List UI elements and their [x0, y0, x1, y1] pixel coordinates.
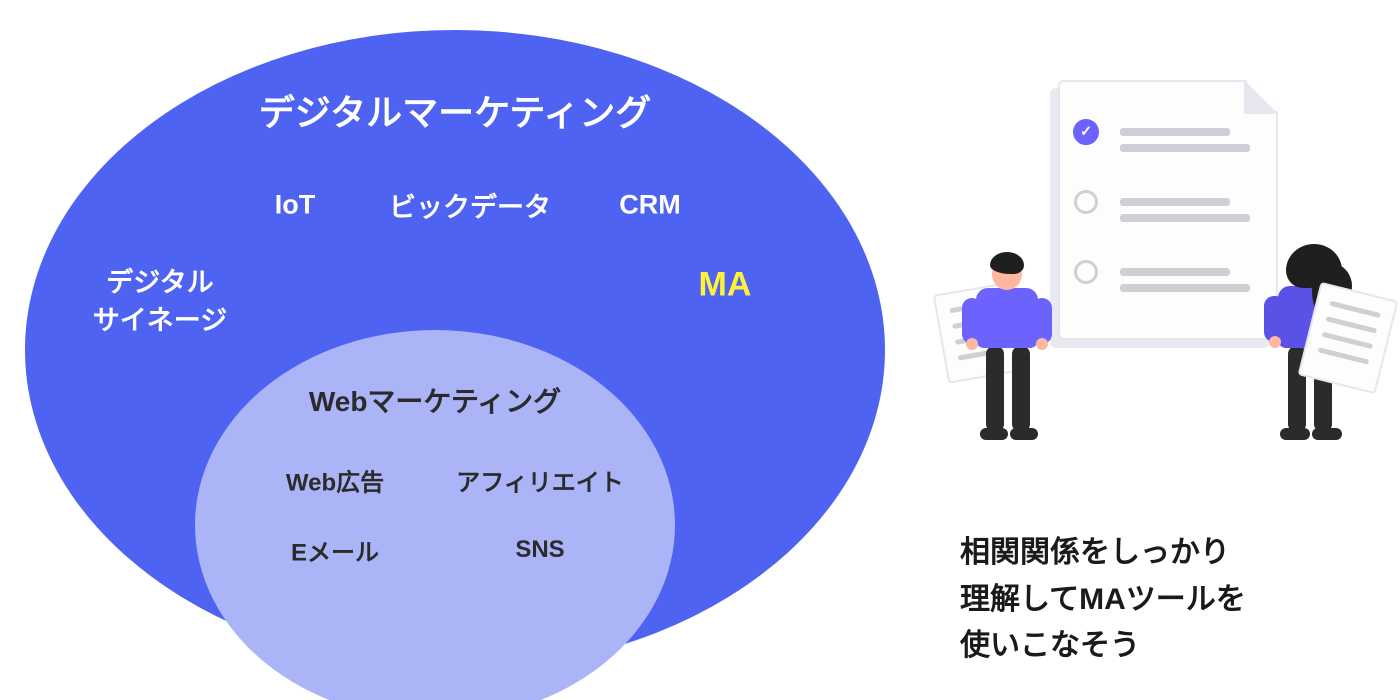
right-held-doc-line-0 — [1329, 301, 1381, 318]
left-person-hand-0 — [966, 338, 978, 350]
label-ma: MA — [699, 266, 752, 305]
right-person-foot-1 — [1312, 428, 1342, 440]
caption-line-2: 使いこなそう — [960, 623, 1246, 670]
left-person-foot-1 — [1010, 428, 1038, 440]
label-affiliate: アフィリエイト — [456, 463, 624, 498]
right-person-foot-0 — [1280, 428, 1310, 440]
caption-line-0: 相関関係をしっかり — [960, 530, 1246, 577]
big-doc-line-3 — [1120, 214, 1250, 222]
circle-icon — [1074, 190, 1098, 214]
left-person-torso — [976, 288, 1038, 348]
caption-text: 相関関係をしっかり理解してMAツールを使いこなそう — [960, 530, 1246, 670]
label-inner_title: Webマーケティング — [309, 380, 561, 420]
label-signage1: デジタル — [106, 261, 213, 300]
left-person-leg-1 — [1012, 346, 1030, 432]
label-sns: SNS — [515, 536, 564, 564]
label-bigdata: ビックデータ — [389, 186, 551, 225]
big-doc-line-2 — [1120, 198, 1230, 206]
left-person-foot-0 — [980, 428, 1008, 440]
big-doc-line-4 — [1120, 268, 1230, 276]
right-held-doc-line-3 — [1318, 347, 1370, 364]
big-doc-line-5 — [1120, 284, 1250, 292]
big-doc-line-1 — [1120, 144, 1250, 152]
right-held-doc-line-2 — [1322, 332, 1374, 349]
label-iot: IoT — [275, 190, 316, 221]
big-doc-line-0 — [1120, 128, 1230, 136]
right-held-doc-line-1 — [1325, 316, 1377, 333]
right-person-hand-0 — [1269, 336, 1281, 348]
circle-icon — [1074, 260, 1098, 284]
caption-line-1: 理解してMAツールを — [960, 577, 1246, 624]
label-outer_title: デジタルマーケティング — [259, 84, 651, 136]
left-person-hair — [990, 252, 1024, 274]
diagram-stage: デジタルマーケティング IoT ビックデータ CRM デジタルサイネージ MA Webマーケ… — [0, 0, 1400, 700]
left-person-leg-0 — [986, 346, 1004, 432]
label-crm: CRM — [619, 190, 681, 221]
label-signage2: サイネージ — [93, 299, 227, 338]
illustration: ✓ — [940, 80, 1380, 460]
left-person-hand-1 — [1036, 338, 1048, 350]
label-webad: Web広告 — [286, 463, 384, 498]
label-email: Eメール — [291, 533, 379, 568]
check-circle-icon: ✓ — [1073, 119, 1099, 145]
